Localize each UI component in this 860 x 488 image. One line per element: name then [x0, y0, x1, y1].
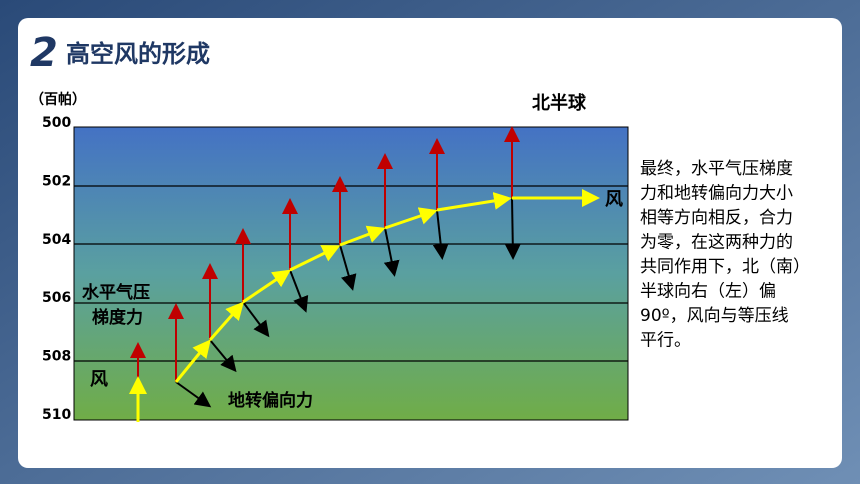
section-number: 2 — [30, 30, 58, 76]
force-label: 梯度力 — [92, 307, 143, 328]
text-line: 共同作用下，北（南） — [640, 257, 810, 277]
coriolis-arrows — [175, 197, 521, 408]
isobar-label: 504 — [42, 232, 71, 248]
text-line: 相等方向相反，合力 — [640, 208, 793, 228]
wind-arrows — [129, 189, 600, 422]
pressure-arrows — [130, 126, 520, 382]
isobar-label: 508 — [42, 349, 71, 365]
text-line: 为零，在这两种力的 — [640, 233, 793, 253]
isobars — [74, 185, 628, 362]
isobar-label: 500 — [42, 115, 71, 131]
text-line: 力和地转偏向力大小 — [640, 184, 793, 204]
text-line: 半球向右（左）偏 — [640, 282, 776, 302]
text-line: 90º，风向与等压线 — [640, 306, 789, 326]
isobar-label: 502 — [42, 173, 71, 189]
title: 高空风的形成 — [66, 40, 210, 68]
unit: （百帕） — [30, 91, 86, 108]
hemisphere: 北半球 — [532, 92, 587, 114]
force-label: 地转偏向力 — [228, 390, 313, 411]
isobar-label: 506 — [42, 290, 71, 306]
force-label: 水平气压 — [82, 282, 150, 303]
wind-label: 风 — [90, 369, 108, 390]
wind-label: 风 — [605, 189, 623, 210]
isobar-label: 510 — [42, 407, 71, 423]
text-line: 最终，水平气压梯度 — [640, 159, 793, 179]
diagram-box — [73, 126, 629, 421]
text-line: 平行。 — [640, 331, 691, 351]
